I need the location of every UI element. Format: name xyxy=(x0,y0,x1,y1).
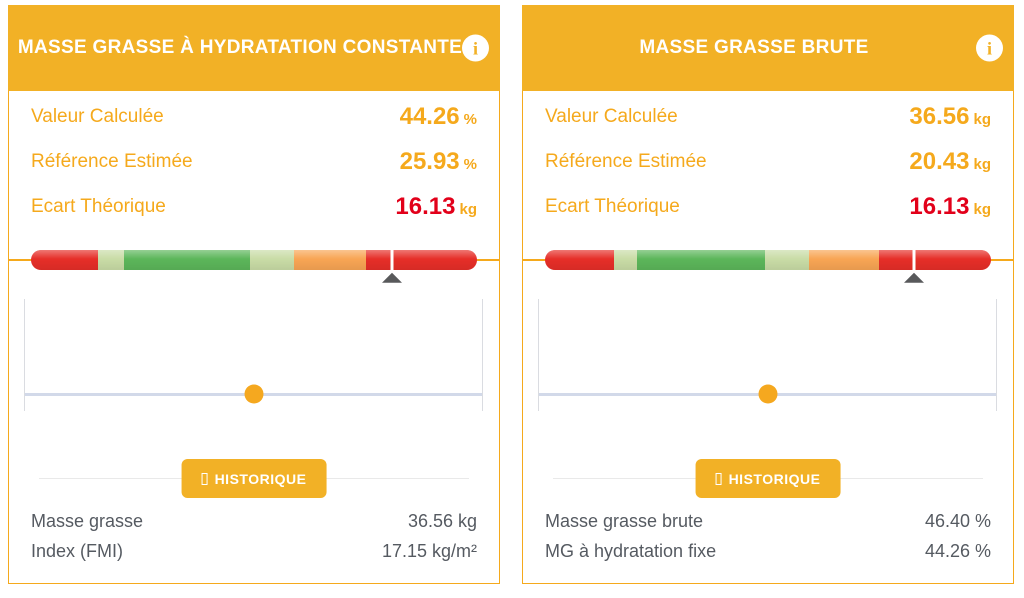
value-unit: kg xyxy=(973,110,991,128)
stat-label: Masse grasse xyxy=(31,510,144,531)
stat-label: MG à hydratation fixe xyxy=(545,540,717,561)
gauge-bar xyxy=(31,250,477,270)
gauge-segment xyxy=(31,250,98,270)
gauge-segment xyxy=(124,250,250,270)
history-chart xyxy=(24,299,483,411)
row-label: Valeur Calculée xyxy=(545,105,678,127)
gauge-segment xyxy=(764,250,810,270)
gauge-segment xyxy=(809,250,879,270)
value-unit: % xyxy=(463,110,477,128)
stat-label: Index (FMI) xyxy=(31,540,124,561)
chart-data-point[interactable] xyxy=(244,384,263,404)
value-number: 16.13 xyxy=(909,192,970,220)
value-number: 20.43 xyxy=(909,147,970,175)
stat-value: 44.26 % xyxy=(924,540,991,561)
row-ecart-theorique: Ecart Théorique 16.13 kg xyxy=(31,184,477,229)
value-number: 16.13 xyxy=(395,192,456,220)
historique-button[interactable]: HISTORIQUE xyxy=(695,459,841,498)
stat-row: Index (FMI) 17.15 kg/m² xyxy=(31,536,477,566)
history-icon xyxy=(201,472,208,485)
card-masse-grasse-hydratation-constante: MASSE GRASSE À HYDRATATION CONSTANTE i V… xyxy=(8,5,500,584)
stat-row: MG à hydratation fixe 44.26 % xyxy=(545,536,991,566)
gauge-bar xyxy=(545,250,991,270)
card-title: MASSE GRASSE BRUTE xyxy=(639,37,869,58)
value-unit: kg xyxy=(973,155,991,173)
history-chart xyxy=(538,299,997,411)
row-value: 20.43 kg xyxy=(909,148,991,176)
row-label: Référence Estimée xyxy=(31,150,193,172)
stat-row: Masse grasse 36.56 kg xyxy=(31,506,477,536)
value-rows: Valeur Calculée 36.56 kg Référence Estim… xyxy=(545,94,991,229)
row-value: 44.26 % xyxy=(400,103,477,131)
value-number: 36.56 xyxy=(909,102,970,130)
historique-button-label: HISTORIQUE xyxy=(214,470,307,487)
row-label: Ecart Théorique xyxy=(545,195,680,217)
row-value: 16.13 kg xyxy=(395,193,477,221)
historique-button-label: HISTORIQUE xyxy=(728,470,821,487)
stat-rows: Masse grasse 36.56 kg Index (FMI) 17.15 … xyxy=(31,506,477,566)
stat-value: 46.40 % xyxy=(924,510,991,531)
row-value: 25.93 % xyxy=(400,148,477,176)
card-header: MASSE GRASSE À HYDRATATION CONSTANTE i xyxy=(8,5,500,91)
value-unit: kg xyxy=(973,200,991,218)
gauge-segment xyxy=(637,250,765,270)
gauge-segment xyxy=(613,250,638,270)
row-value: 16.13 kg xyxy=(909,193,991,221)
gauge-segment xyxy=(879,250,991,270)
row-label: Valeur Calculée xyxy=(31,105,164,127)
row-label: Référence Estimée xyxy=(545,150,707,172)
info-icon-glyph: i xyxy=(472,38,478,58)
value-unit: kg xyxy=(459,200,477,218)
stat-row: Masse grasse brute 46.40 % xyxy=(545,506,991,536)
stat-rows: Masse grasse brute 46.40 % MG à hydratat… xyxy=(545,506,991,566)
row-reference-estimee: Référence Estimée 20.43 kg xyxy=(545,139,991,184)
gauge-segment xyxy=(366,250,477,270)
range-gauge xyxy=(545,250,991,286)
gauge-marker-gap xyxy=(390,250,394,270)
row-ecart-theorique: Ecart Théorique 16.13 kg xyxy=(545,184,991,229)
info-icon[interactable]: i xyxy=(976,34,1003,62)
chart-data-point[interactable] xyxy=(758,384,777,404)
range-gauge xyxy=(31,250,477,286)
row-reference-estimee: Référence Estimée 25.93 % xyxy=(31,139,477,184)
gauge-marker-gap xyxy=(912,250,916,270)
gauge-marker-icon xyxy=(898,268,930,286)
card-masse-grasse-brute: MASSE GRASSE BRUTE i Valeur Calculée 36.… xyxy=(522,5,1014,584)
value-number: 25.93 xyxy=(399,147,460,175)
gauge-segment xyxy=(545,250,614,270)
stat-value: 36.56 kg xyxy=(407,510,477,531)
value-number: 44.26 xyxy=(399,102,460,130)
info-icon-glyph: i xyxy=(986,38,992,58)
card-header: MASSE GRASSE BRUTE i xyxy=(522,5,1014,91)
gauge-segment xyxy=(249,250,295,270)
stat-label: Masse grasse brute xyxy=(545,510,704,531)
row-valeur-calculee: Valeur Calculée 36.56 kg xyxy=(545,94,991,139)
history-icon xyxy=(715,472,722,485)
gauge-marker-icon xyxy=(376,268,408,286)
gauge-segment xyxy=(97,250,125,270)
row-label: Ecart Théorique xyxy=(31,195,166,217)
gauge-segment xyxy=(294,250,367,270)
info-icon[interactable]: i xyxy=(462,34,489,62)
row-valeur-calculee: Valeur Calculée 44.26 % xyxy=(31,94,477,139)
row-value: 36.56 kg xyxy=(909,103,991,131)
value-unit: % xyxy=(463,155,477,173)
stat-value: 17.15 kg/m² xyxy=(381,540,477,561)
historique-button[interactable]: HISTORIQUE xyxy=(181,459,327,498)
value-rows: Valeur Calculée 44.26 % Référence Estimé… xyxy=(31,94,477,229)
card-title: MASSE GRASSE À HYDRATATION CONSTANTE xyxy=(17,37,463,58)
